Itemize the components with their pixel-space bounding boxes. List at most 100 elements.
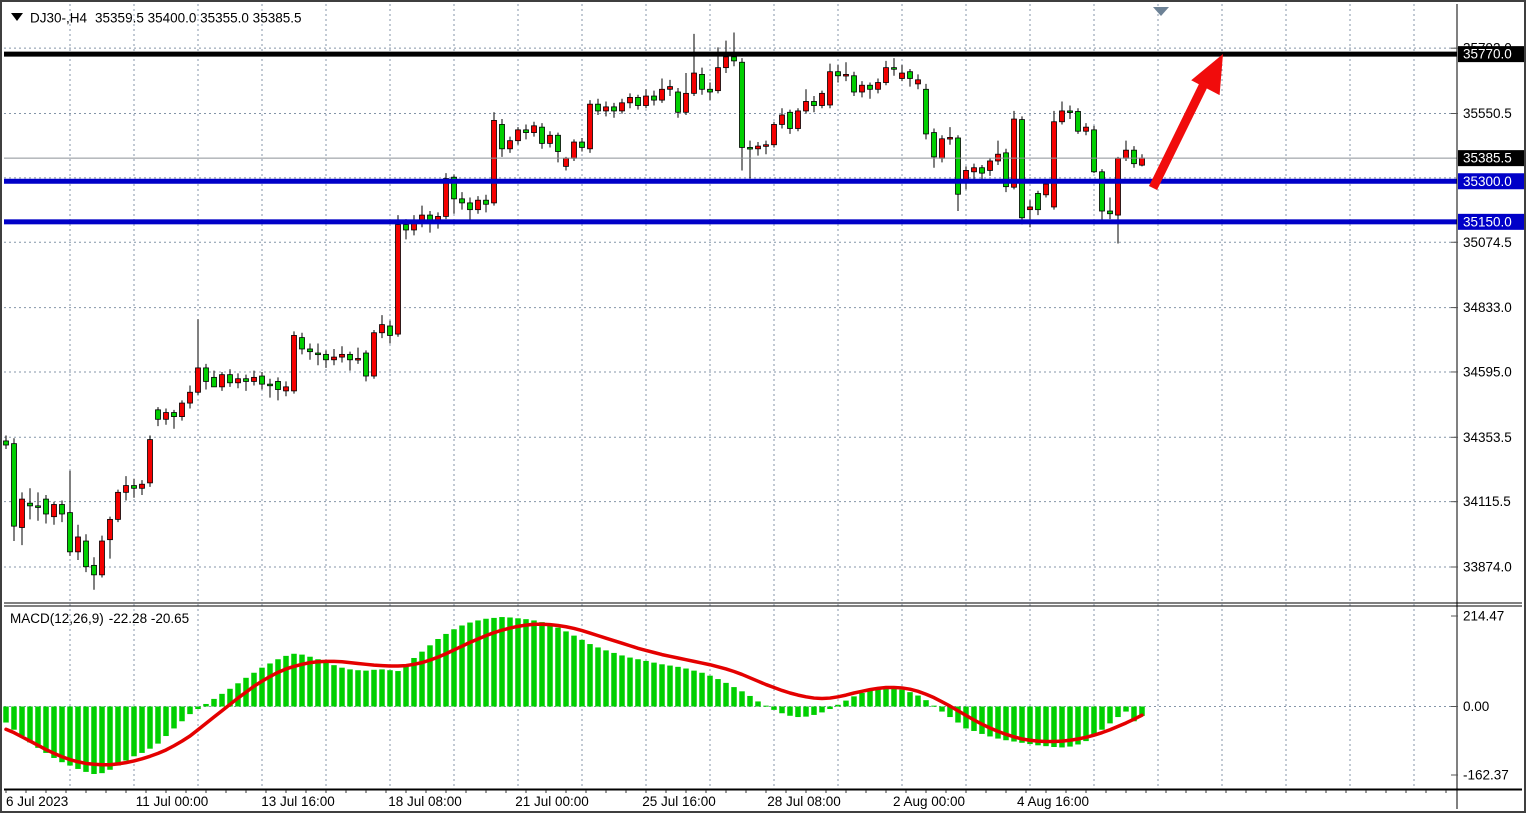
candle-body bbox=[91, 564, 97, 576]
candle-body bbox=[947, 137, 953, 140]
candle-body bbox=[859, 84, 865, 93]
macd-histogram-bar bbox=[619, 655, 625, 707]
macd-histogram-bar bbox=[163, 706, 169, 737]
candle-body bbox=[571, 141, 577, 159]
macd-histogram-bar bbox=[587, 644, 593, 707]
candle-body bbox=[563, 157, 569, 167]
price-badge bbox=[1458, 213, 1524, 230]
candle-body bbox=[59, 504, 65, 515]
candle-body bbox=[115, 491, 121, 520]
price-axis-label: 33874.0 bbox=[1463, 559, 1512, 574]
candle-body bbox=[1019, 119, 1025, 219]
arrow-shaft[interactable] bbox=[1148, 82, 1209, 190]
candle-body bbox=[1107, 210, 1113, 215]
candle-body bbox=[19, 498, 25, 528]
macd-histogram-bar bbox=[1131, 706, 1137, 722]
axes[interactable]: 35792.035550.535074.534833.034595.034353… bbox=[4, 4, 1524, 809]
candle-body bbox=[691, 72, 697, 94]
candle-body bbox=[1083, 126, 1089, 132]
symbol-dropdown-icon[interactable] bbox=[11, 13, 23, 21]
macd-histogram-bar bbox=[899, 689, 905, 707]
price-axis-label: 35550.5 bbox=[1463, 106, 1512, 121]
candle-body bbox=[755, 145, 761, 150]
macd-values: -22.28 -20.65 bbox=[109, 611, 189, 626]
candle-body bbox=[579, 141, 585, 148]
macd-histogram-bar bbox=[139, 706, 145, 753]
macd-histogram-bar bbox=[75, 706, 81, 769]
trend-arrow[interactable] bbox=[1148, 7, 1223, 190]
macd-histogram-bar bbox=[363, 670, 369, 707]
candle-body bbox=[747, 147, 753, 150]
macd-histogram-bar bbox=[611, 652, 617, 707]
macd-histogram-bar bbox=[91, 706, 97, 775]
candle-body bbox=[867, 84, 873, 90]
candle-body bbox=[795, 110, 801, 129]
support-resistance-lines[interactable] bbox=[4, 51, 1457, 225]
macd-histogram-bar bbox=[195, 706, 201, 710]
candle-body bbox=[291, 335, 297, 392]
candles-layer bbox=[3, 32, 1145, 590]
candle-body bbox=[467, 202, 473, 211]
macd-histogram-bar bbox=[371, 669, 377, 707]
candle-body bbox=[35, 505, 41, 508]
candle-body bbox=[171, 412, 177, 417]
candle-body bbox=[643, 95, 649, 106]
candle-body bbox=[219, 374, 225, 388]
macd-histogram-bar bbox=[427, 645, 433, 707]
macd-histogram-bar bbox=[987, 706, 993, 737]
macd-histogram-bar bbox=[147, 706, 153, 749]
macd-histogram-bar bbox=[187, 706, 193, 715]
macd-histogram-bar bbox=[395, 671, 401, 707]
candle-body bbox=[507, 140, 513, 150]
macd-histogram-bar bbox=[235, 683, 241, 707]
candle-body bbox=[1099, 171, 1105, 212]
macd-histogram-bar bbox=[507, 617, 513, 707]
chart-shift-marker[interactable] bbox=[1153, 7, 1169, 16]
candle-body bbox=[1027, 206, 1033, 211]
price-axis-label: 34115.5 bbox=[1463, 494, 1511, 509]
macd-histogram-bar bbox=[331, 665, 337, 707]
candle-body bbox=[971, 167, 977, 173]
arrow-head[interactable] bbox=[1191, 54, 1223, 96]
macd-histogram-bar bbox=[339, 667, 345, 707]
price-axis-label: 34595.0 bbox=[1463, 364, 1512, 379]
candle-body bbox=[523, 129, 529, 133]
macd-histogram-bar bbox=[259, 667, 265, 707]
macd-histogram-bar bbox=[203, 703, 209, 707]
candle-body bbox=[331, 356, 337, 361]
candle-body bbox=[667, 86, 673, 90]
macd-histogram-bar bbox=[891, 688, 897, 707]
macd-axis-label: 0.00 bbox=[1463, 699, 1489, 714]
macd-histogram-bar bbox=[699, 672, 705, 707]
macd-histogram-bar bbox=[115, 706, 121, 766]
macd-histogram-bar bbox=[27, 706, 33, 743]
macd-histogram-bar bbox=[811, 706, 817, 715]
macd-histogram-bar bbox=[283, 655, 289, 707]
candle-body bbox=[483, 199, 489, 205]
candle-body bbox=[1035, 193, 1041, 211]
macd-histogram-bar bbox=[571, 635, 577, 707]
horizontal-level-line[interactable] bbox=[4, 178, 1457, 184]
candle-body bbox=[83, 540, 89, 568]
macd-histogram-bar bbox=[795, 706, 801, 718]
chart-title: DJ30-,H4 35359.5 35400.0 35355.0 35385.5 bbox=[30, 11, 301, 26]
candle-body bbox=[1043, 183, 1049, 196]
horizontal-level-line[interactable] bbox=[4, 219, 1457, 225]
candle-body bbox=[283, 386, 289, 392]
macd-histogram-bar bbox=[539, 622, 545, 707]
macd-histogram-bar bbox=[771, 706, 777, 710]
candle-body bbox=[155, 409, 161, 420]
macd-histogram-bar bbox=[499, 617, 505, 707]
macd-histogram-bar bbox=[691, 670, 697, 707]
macd-histogram-bar bbox=[707, 675, 713, 707]
macd-histogram-bar bbox=[451, 629, 457, 707]
macd-histogram-bar bbox=[1123, 706, 1129, 712]
candle-body bbox=[123, 485, 129, 493]
candle-body bbox=[1123, 149, 1129, 159]
macd-histogram-bar bbox=[955, 706, 961, 723]
macd-histogram-bar bbox=[1083, 706, 1089, 742]
horizontal-level-line[interactable] bbox=[4, 51, 1457, 57]
candle-body bbox=[683, 92, 689, 113]
macd-histogram-bar bbox=[323, 662, 329, 707]
